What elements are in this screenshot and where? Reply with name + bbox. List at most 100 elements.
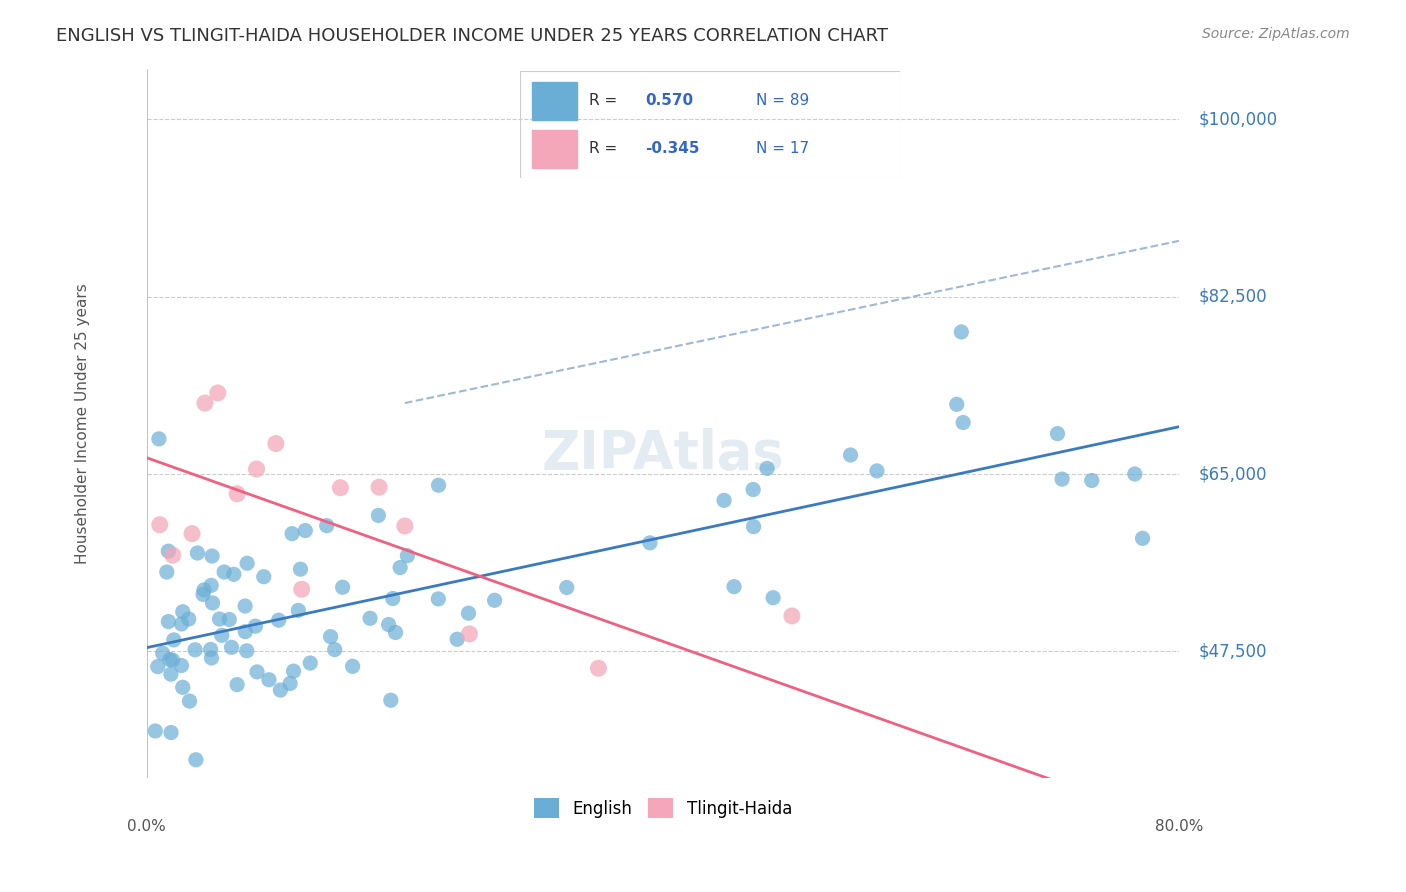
- Text: $47,500: $47,500: [1198, 642, 1267, 660]
- Point: [290, 562, 312, 576]
- Point: [257, 673, 280, 687]
- Point: [177, 612, 200, 626]
- Point: [780, 609, 803, 624]
- Point: [264, 436, 287, 450]
- Point: [1080, 474, 1102, 488]
- Point: [222, 567, 245, 582]
- Point: [315, 518, 337, 533]
- Point: [588, 661, 610, 675]
- Legend: English, Tlingit-Haida: English, Tlingit-Haida: [526, 789, 800, 827]
- Point: [200, 651, 222, 665]
- Point: [384, 625, 406, 640]
- Point: [359, 611, 381, 625]
- Point: [184, 753, 207, 767]
- Point: [742, 483, 765, 497]
- Point: [162, 653, 184, 667]
- Point: [207, 385, 229, 400]
- Point: [148, 432, 170, 446]
- Text: $65,000: $65,000: [1198, 465, 1267, 483]
- Text: 0.570: 0.570: [645, 93, 693, 108]
- Point: [950, 325, 973, 339]
- Bar: [531, 130, 578, 168]
- Point: [160, 667, 183, 681]
- Point: [160, 725, 183, 739]
- Text: Source: ZipAtlas.com: Source: ZipAtlas.com: [1202, 27, 1350, 41]
- Point: [484, 593, 506, 607]
- Point: [446, 632, 468, 647]
- Text: 0.0%: 0.0%: [128, 819, 166, 834]
- Point: [157, 615, 180, 629]
- Point: [1050, 472, 1073, 486]
- Point: [179, 694, 201, 708]
- Point: [157, 544, 180, 558]
- Point: [329, 481, 352, 495]
- Point: [555, 581, 578, 595]
- Point: [194, 396, 217, 410]
- Point: [212, 565, 235, 579]
- Point: [319, 630, 342, 644]
- Point: [191, 587, 214, 601]
- Point: [368, 480, 391, 494]
- Point: [291, 582, 314, 597]
- Point: [457, 606, 479, 620]
- Text: ENGLISH VS TLINGIT-HAIDA HOUSEHOLDER INCOME UNDER 25 YEARS CORRELATION CHART: ENGLISH VS TLINGIT-HAIDA HOUSEHOLDER INC…: [56, 27, 889, 45]
- Point: [638, 536, 661, 550]
- Bar: [531, 82, 578, 120]
- Point: [201, 549, 224, 563]
- Text: R =: R =: [589, 93, 617, 108]
- Point: [170, 658, 193, 673]
- Text: ZIPAtlas: ZIPAtlas: [541, 428, 785, 480]
- Point: [952, 416, 974, 430]
- Point: [394, 519, 416, 533]
- Point: [380, 693, 402, 707]
- Point: [181, 526, 204, 541]
- Point: [172, 681, 194, 695]
- Point: [866, 464, 889, 478]
- Point: [762, 591, 785, 605]
- Text: N = 89: N = 89: [755, 93, 808, 108]
- Point: [713, 493, 735, 508]
- Point: [427, 478, 450, 492]
- Point: [245, 462, 267, 476]
- Text: Householder Income Under 25 years: Householder Income Under 25 years: [75, 283, 90, 564]
- Point: [156, 565, 179, 579]
- Point: [162, 548, 184, 562]
- Text: R =: R =: [589, 141, 617, 156]
- Point: [186, 546, 208, 560]
- Text: N = 17: N = 17: [755, 141, 808, 156]
- Point: [218, 612, 240, 626]
- Point: [233, 624, 256, 639]
- Point: [458, 627, 481, 641]
- Point: [381, 591, 404, 606]
- Point: [839, 448, 862, 462]
- Point: [253, 570, 276, 584]
- Text: -0.345: -0.345: [645, 141, 700, 156]
- Point: [200, 642, 222, 657]
- Point: [143, 724, 166, 739]
- Point: [149, 517, 172, 532]
- Point: [427, 591, 450, 606]
- Point: [342, 659, 364, 673]
- Point: [221, 640, 243, 655]
- Point: [367, 508, 389, 523]
- Point: [299, 656, 322, 670]
- Point: [283, 664, 305, 678]
- Point: [226, 487, 249, 501]
- Text: 80.0%: 80.0%: [1154, 819, 1204, 834]
- Point: [152, 646, 174, 660]
- Point: [281, 526, 304, 541]
- Point: [1046, 426, 1069, 441]
- Point: [163, 632, 186, 647]
- Point: [294, 524, 316, 538]
- Point: [742, 519, 765, 533]
- Point: [1123, 467, 1146, 481]
- Text: $100,000: $100,000: [1198, 111, 1278, 128]
- Point: [1132, 532, 1154, 546]
- Point: [1104, 801, 1126, 815]
- Point: [974, 781, 997, 796]
- Point: [396, 549, 419, 563]
- Point: [723, 580, 745, 594]
- Point: [278, 676, 301, 690]
- Point: [146, 659, 169, 673]
- Point: [287, 603, 309, 617]
